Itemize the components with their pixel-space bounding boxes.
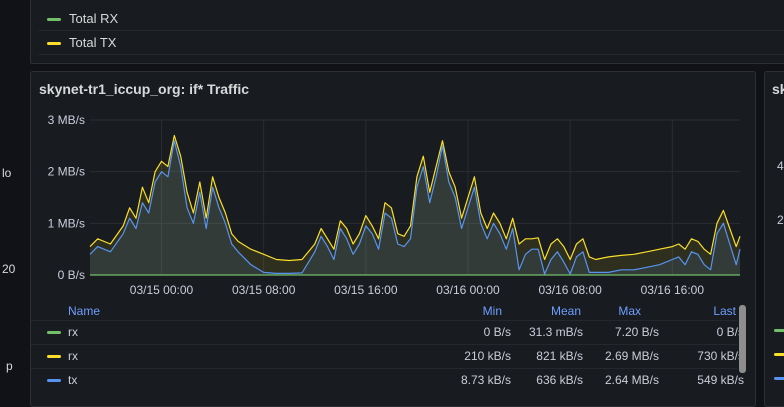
value-last: 0 B/s: [716, 325, 744, 339]
x-tick-label: 03/16 16:00: [641, 283, 705, 297]
value-mean: 31.3 mB/s: [528, 325, 583, 339]
header-max[interactable]: Max: [618, 304, 641, 318]
header-last[interactable]: Last *: [713, 304, 744, 318]
legend-label: Total RX: [69, 11, 119, 26]
top-legend-panel: Total RX Total TX: [30, 0, 784, 64]
series-color-swatch: [774, 353, 784, 356]
value-max: 7.20 B/s: [614, 325, 659, 339]
panel-title[interactable]: skynet-tr1_iccup_org: if* Traffic: [39, 81, 250, 97]
series-color-swatch: [47, 18, 61, 22]
y-tick-label: 1 MB/s: [48, 216, 85, 230]
header-min[interactable]: Min: [482, 304, 502, 318]
legend-item-total-rx[interactable]: Total RX: [39, 7, 784, 31]
series-line-0: [89, 134, 741, 262]
x-tick-label: 03/16 00:00: [436, 283, 500, 297]
adjacent-panel: sk 4 2: [764, 71, 784, 407]
left-strip-label: 20: [2, 262, 16, 276]
series-color-swatch: [774, 329, 784, 332]
legend-scrollbar[interactable]: [739, 305, 746, 373]
legend-row[interactable]: rx 0 B/s 31.3 mB/s 7.20 B/s 0 B/s: [31, 320, 744, 344]
left-strip-label: p: [6, 359, 13, 373]
legend-row[interactable]: rx 210 kB/s 821 kB/s 2.69 MB/s 730 kB/s: [31, 344, 744, 368]
series-line-1: [89, 140, 741, 275]
series-area-1: [90, 140, 740, 275]
x-tick-label: 03/15 16:00: [334, 283, 398, 297]
value-min: 8.73 kB/s: [460, 373, 511, 387]
adjacent-tick: 4: [777, 159, 784, 173]
series-name: tx: [68, 373, 78, 387]
value-mean: 821 kB/s: [536, 349, 583, 363]
x-tick-label: 03/16 08:00: [538, 283, 602, 297]
legend-label: Total TX: [69, 35, 117, 50]
legend-header: Name Min Mean Max Last *: [31, 300, 744, 323]
traffic-panel: skynet-tr1_iccup_org: if* Traffic 0 B/s 1…: [30, 71, 756, 407]
y-tick-label: 0 B/s: [58, 268, 85, 282]
adjacent-tick: 2: [777, 213, 784, 227]
value-min: 210 kB/s: [464, 349, 511, 363]
legend-row[interactable]: tx 8.73 kB/s 636 kB/s 2.64 MB/s 549 kB/s: [31, 368, 744, 392]
value-min: 0 B/s: [483, 325, 511, 339]
series-color-swatch: [47, 379, 61, 382]
header-mean[interactable]: Mean: [550, 304, 581, 318]
header-name[interactable]: Name: [68, 304, 101, 318]
adjacent-panel-title: sk: [772, 81, 784, 97]
y-tick-label: 2 MB/s: [48, 165, 85, 179]
y-tick-label: 3 MB/s: [48, 113, 85, 127]
series-color-swatch: [47, 331, 61, 334]
series-name: rx: [68, 325, 78, 339]
left-strip-label: lo: [2, 166, 12, 180]
value-max: 2.64 MB/s: [604, 373, 659, 387]
value-last: 549 kB/s: [697, 373, 744, 387]
value-mean: 636 kB/s: [536, 373, 583, 387]
series-color-swatch: [47, 355, 61, 358]
value-max: 2.69 MB/s: [604, 349, 659, 363]
series-color-swatch: [774, 377, 784, 380]
series-name: rx: [68, 349, 78, 363]
x-tick-label: 03/15 00:00: [130, 283, 194, 297]
series-color-swatch: [47, 42, 61, 46]
legend-item-total-tx[interactable]: Total TX: [39, 31, 784, 55]
traffic-chart[interactable]: 0 B/s 1 MB/s 2 MB/s 3 MB/s 03/15 00:00 03/15 …: [31, 72, 755, 302]
x-tick-label: 03/15 08:00: [232, 283, 296, 297]
value-last: 730 kB/s: [697, 349, 744, 363]
